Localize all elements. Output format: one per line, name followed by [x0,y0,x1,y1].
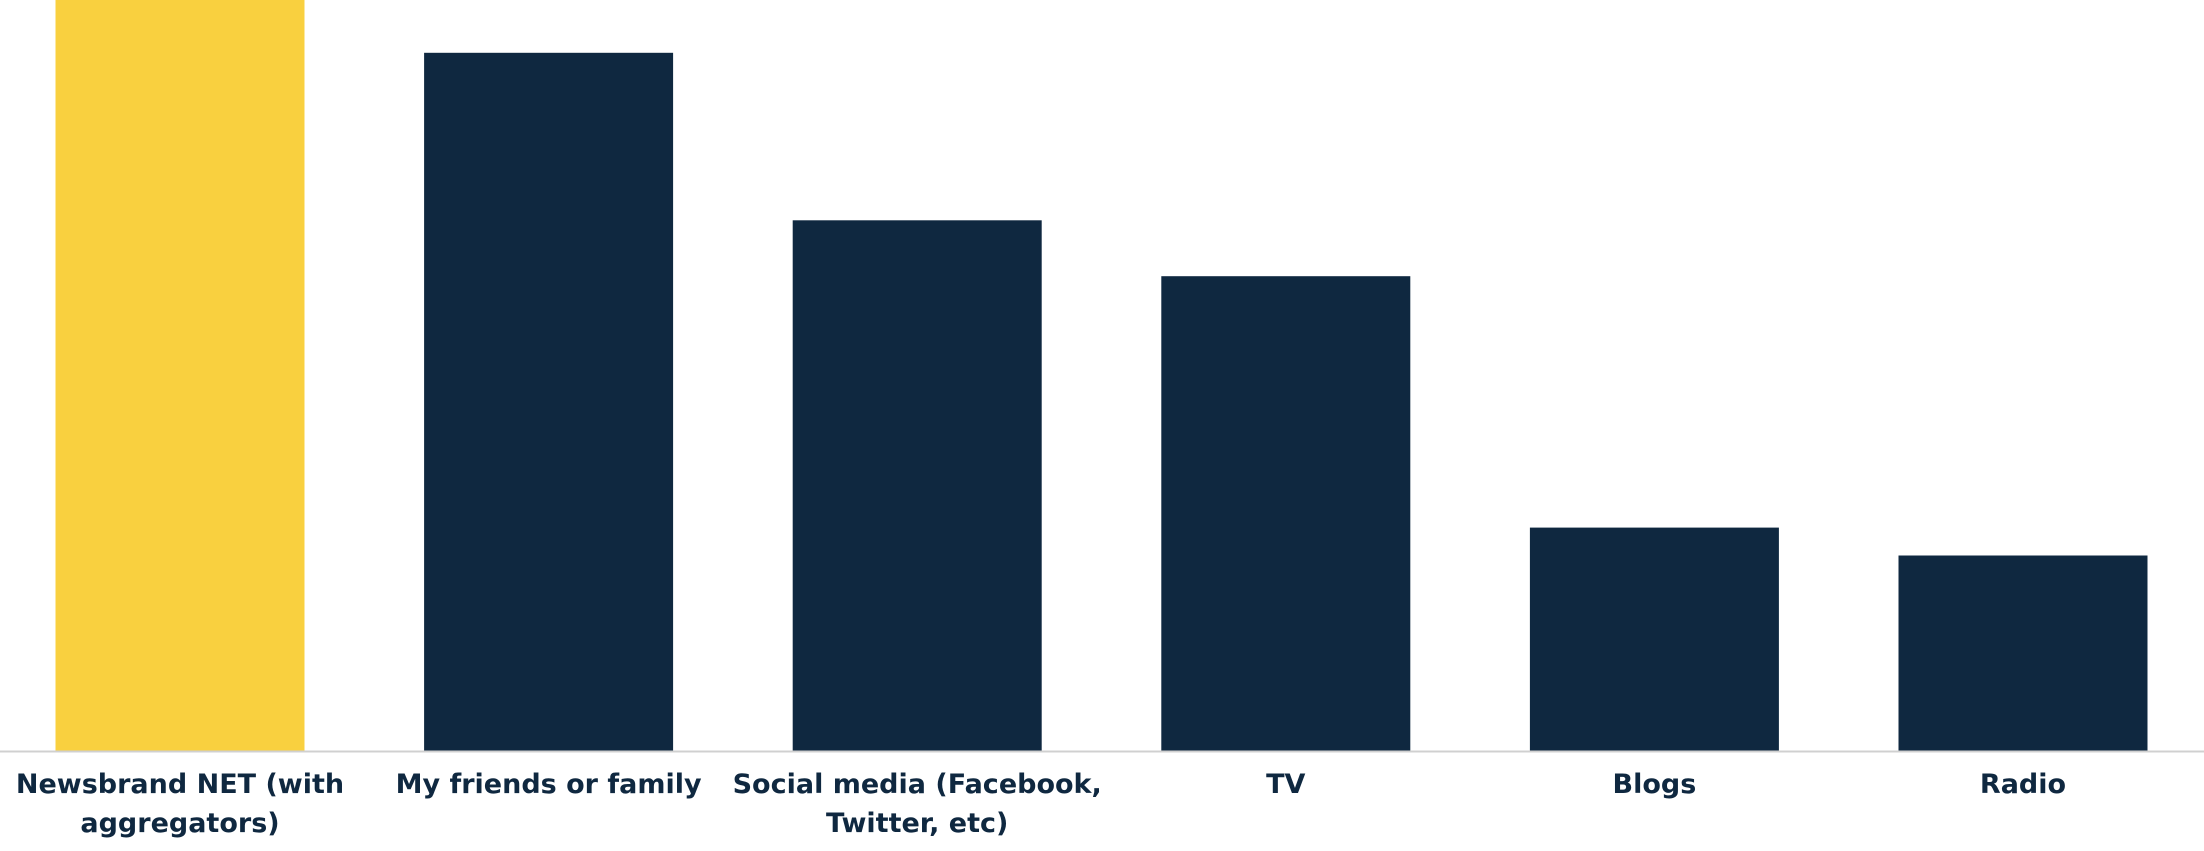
bar-5 [1898,555,2148,751]
category-label-3: TV [1266,769,1305,800]
category-label-4: Blogs [1613,769,1697,800]
bar-3 [1161,276,1411,751]
bars-group [55,0,2148,752]
bar-4 [1529,527,1779,751]
category-label-0-line-0: Newsbrand NET (with [16,769,344,800]
category-label-0-line-1: aggregators) [80,808,279,839]
bar-2 [792,220,1042,752]
bar-1 [424,52,674,752]
bar-0 [55,0,305,751]
category-label-1: My friends or family [396,769,702,800]
category-labels-group: Newsbrand NET (with aggregators) My friend… [16,769,2066,839]
category-label-2-line-1: Twitter, etc) [826,808,1008,839]
category-label-2-line-0: Social media (Facebook, [733,769,1102,800]
category-label-5: Radio [1980,769,2066,800]
